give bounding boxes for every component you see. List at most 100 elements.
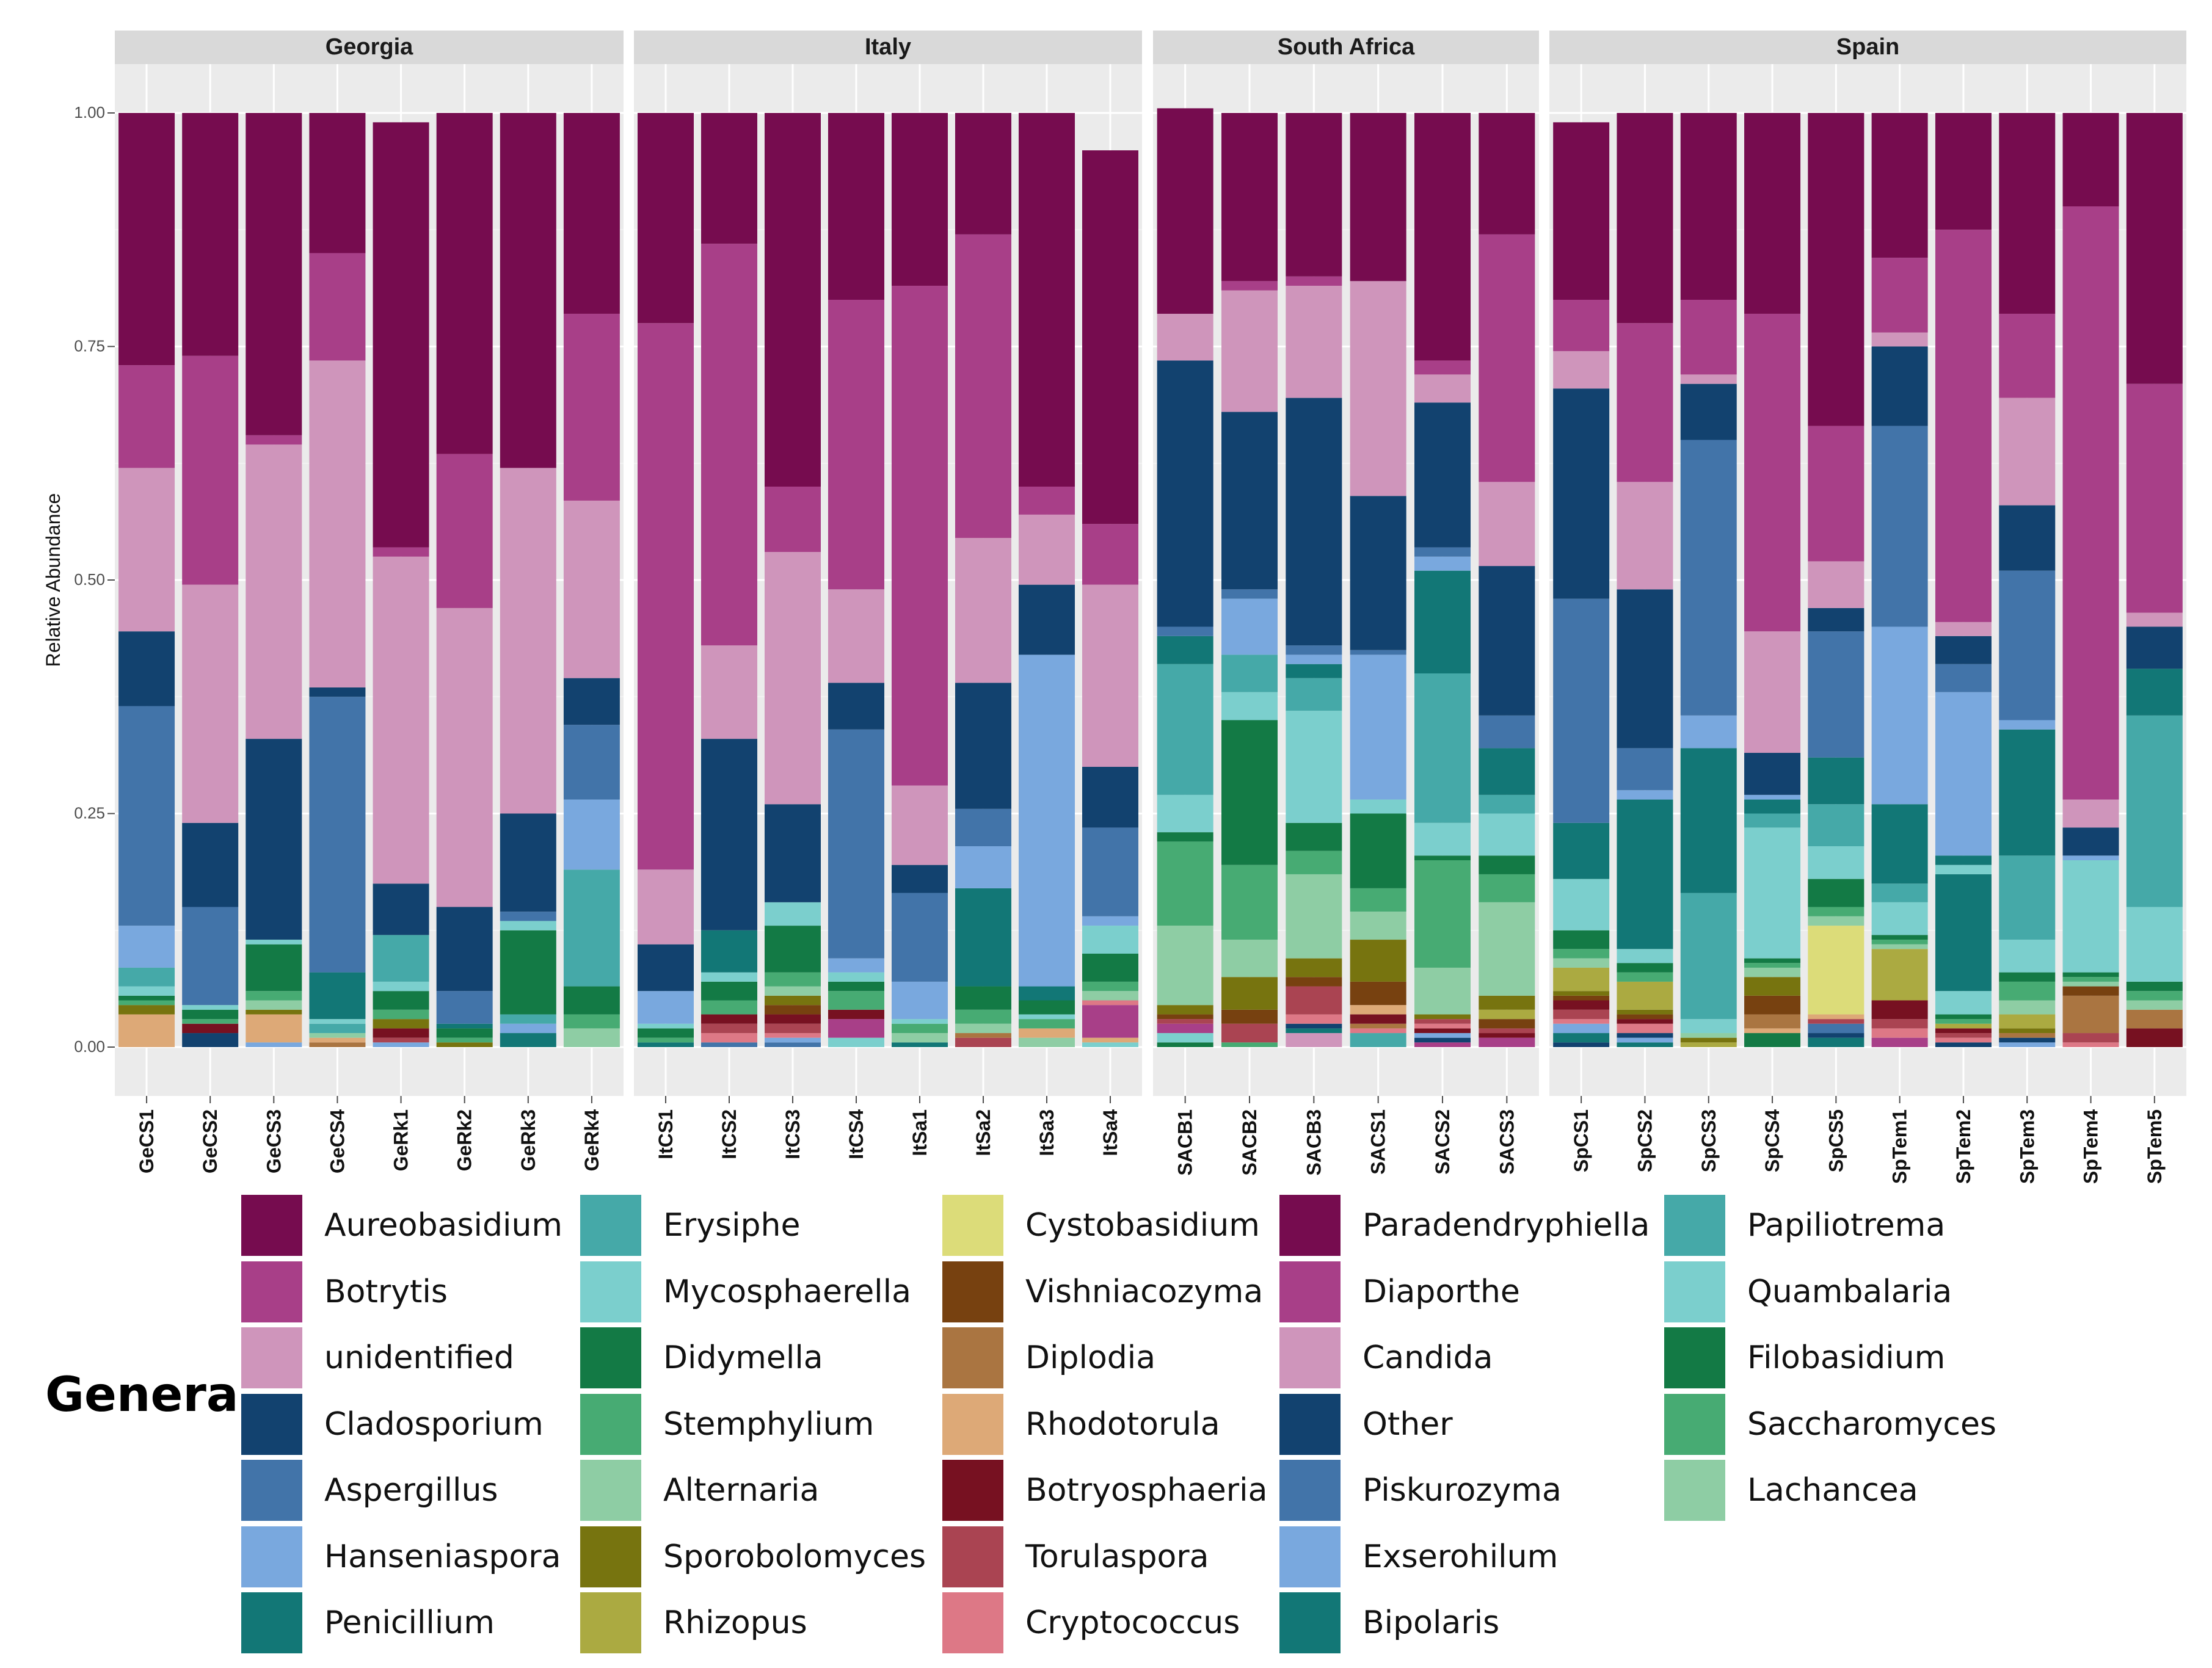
bar-segment-hanseniaspora: [2062, 855, 2119, 860]
bar-segment-stemphylium: [1808, 907, 1865, 916]
legend-swatch: [1664, 1327, 1725, 1388]
bar-segment-didymella: [828, 981, 884, 992]
legend-item-diaporthe: Diaporthe: [1279, 1261, 1520, 1322]
bar-ItCS1: [638, 113, 694, 1047]
bar-segment-exserohilum: [1617, 1037, 1673, 1043]
legend-label: Sporobolomyces: [663, 1538, 926, 1575]
bar-ItSa2: [955, 113, 1011, 1047]
bar-segment-diplodia: [2126, 1009, 2183, 1029]
bar-segment-penicillium: [1617, 799, 1673, 949]
bar-segment-bipolaris: [1617, 1042, 1673, 1047]
legend-swatch: [580, 1261, 641, 1322]
bar-segment-erysiphe: [1157, 664, 1213, 795]
bar-segment-bipolaris: [1553, 1033, 1610, 1043]
bar-segment-stemphylium: [1414, 860, 1471, 968]
bar-segment-didymella: [1999, 972, 2056, 982]
bar-segment-unidentified: [1553, 351, 1610, 389]
bar-segment-alternaria: [1744, 967, 1801, 977]
legend-swatch: [241, 1261, 302, 1322]
bar-segment-cryptococcus: [1350, 1028, 1406, 1034]
bar-segment-hanseniaspora: [1617, 790, 1673, 800]
bar-segment-aspergillus: [1617, 748, 1673, 791]
bar-segment-hanseniaspora: [1350, 655, 1406, 800]
bar-segment-aureobasidium: [373, 122, 429, 548]
bar-ItCS3: [765, 113, 821, 1047]
bar-segment-aureobasidium: [1680, 113, 1737, 300]
facet-label: South Africa: [1278, 34, 1415, 60]
bar-segment-unidentified: [955, 538, 1011, 683]
bar-GeCS4: [309, 113, 366, 1047]
bar-segment-vishniacozyma: [765, 1005, 821, 1015]
bar-segment-botrytis: [1286, 276, 1342, 286]
bar-segment-diplodia: [1350, 1023, 1406, 1029]
bar-segment-unidentified: [1479, 482, 1535, 567]
bar-segment-didymella: [2062, 972, 2119, 977]
legend-swatch: [241, 1592, 302, 1653]
legend-item-cystobasidium: Cystobasidium: [942, 1195, 1260, 1256]
bar-segment-erysiphe: [500, 1014, 556, 1024]
bar-segment-cladosporium: [1680, 383, 1737, 440]
legend-swatch: [942, 1526, 1003, 1587]
bar-segment-hanseniaspora: [1414, 556, 1471, 571]
bar-segment-mycosphaerella: [1157, 794, 1213, 833]
bar-segment-aureobasidium: [182, 113, 239, 356]
x-tick-label: GeCS2: [199, 1109, 221, 1173]
bar-segment-botryosphaeria: [1871, 1000, 1928, 1020]
legend-item-aureobasidium: Aureobasidium: [241, 1195, 562, 1256]
legend-item-aspergillus: Aspergillus: [241, 1460, 498, 1521]
bar-SACB1: [1157, 108, 1213, 1047]
bar-segment-stemphylium: [1221, 865, 1278, 940]
bar-SpCS2: [1617, 113, 1673, 1047]
bar-segment-aureobasidium: [500, 113, 556, 468]
bar-segment-diaporthe: [1082, 1005, 1138, 1038]
legend-swatch: [580, 1393, 641, 1455]
bar-segment-torulaspora: [1479, 1028, 1535, 1034]
bar-segment-penicillium: [1553, 822, 1610, 879]
bar-segment-mycosphaerella: [1680, 1019, 1737, 1034]
bar-segment-botrytis: [1935, 230, 1992, 622]
y-tick-label: 0.75: [74, 337, 105, 355]
bar-segment-penicillium: [2126, 669, 2183, 716]
bar-segment-mycosphaerella: [1019, 1014, 1075, 1020]
bar-segment-erysiphe: [1744, 813, 1801, 828]
bar-segment-torulaspora: [1157, 1019, 1213, 1024]
bar-segment-botryosphaeria: [765, 1014, 821, 1024]
bar-segment-unidentified: [638, 869, 694, 945]
bar-segment-aureobasidium: [1157, 108, 1213, 314]
bar-segment-didymella: [1871, 935, 1928, 940]
bar-segment-stemphylium: [1157, 841, 1213, 926]
bar-segment-stemphylium: [1350, 888, 1406, 912]
bar-segment-penicillium: [1479, 748, 1535, 795]
bar-segment-botryosphaeria: [1553, 1000, 1610, 1010]
bar-segment-didymella: [1935, 1014, 1992, 1020]
legend-label: Stemphylium: [663, 1405, 875, 1443]
bar-segment-mycosphaerella: [1999, 940, 2056, 973]
bar-segment-botrytis: [246, 435, 302, 445]
bar-segment-unidentified: [309, 360, 366, 687]
bar-segment-penicillium: [436, 1023, 493, 1029]
bar-segment-aureobasidium: [2062, 113, 2119, 206]
bar-SpTem1: [1871, 113, 1928, 1047]
bar-segment-botrytis: [2126, 383, 2183, 613]
legend-label: Alternaria: [663, 1472, 820, 1509]
bar-segment-aureobasidium: [828, 113, 884, 300]
bar-segment-didymella: [1744, 1033, 1801, 1047]
x-tick-label: SpTem2: [1952, 1109, 1974, 1184]
bar-segment-unidentified: [1871, 332, 1928, 347]
bar-segment-aureobasidium: [1999, 113, 2056, 314]
bar-segment-hanseniaspora: [1553, 1023, 1610, 1034]
bar-segment-stemphylium: [118, 1000, 175, 1006]
bar-segment-sporobolomyces: [765, 995, 821, 1006]
legend-item-saccharomyces: Saccharomyces: [1664, 1393, 1996, 1455]
bar-GeRk3: [500, 113, 556, 1047]
bar-segment-mycosphaerella: [1286, 711, 1342, 823]
bar-segment-bipolaris: [1935, 874, 1992, 992]
bar-segment-vishniacozyma: [1553, 995, 1610, 1001]
bar-segment-vishniacozyma: [1479, 1019, 1535, 1029]
bar-segment-aureobasidium: [1286, 113, 1342, 277]
bar-segment-cladosporium: [1350, 496, 1406, 650]
bar-segment-mycosphaerella: [638, 1023, 694, 1029]
bar-segment-aureobasidium: [309, 113, 366, 253]
legend-label: unidentified: [324, 1340, 514, 1376]
bar-segment-didymella: [1414, 855, 1471, 860]
